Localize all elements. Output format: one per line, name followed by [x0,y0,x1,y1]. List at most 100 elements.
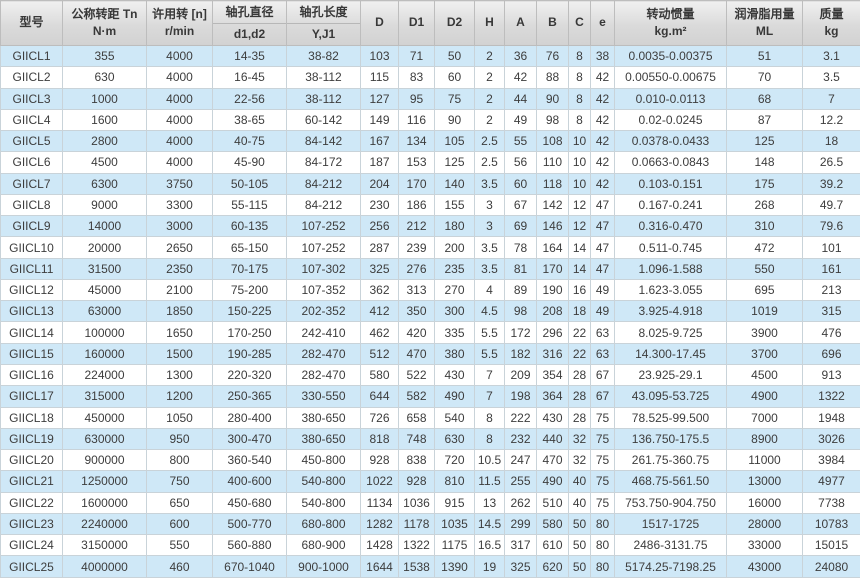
cell: 127 [361,88,399,109]
cell: 202-352 [287,301,361,322]
cell: 71 [399,46,435,67]
cell: 170-250 [213,322,287,343]
header-label: D [361,14,398,31]
cell: 0.0663-0.0843 [615,152,727,173]
cell: 3026 [803,428,860,449]
cell: 47 [591,194,615,215]
cell: 296 [537,322,569,343]
cell: 47 [591,216,615,237]
cell: 1600000 [63,492,147,513]
cell: 3.5 [803,67,860,88]
cell: 75 [591,407,615,428]
cell: 107-302 [287,258,361,279]
cell: 78.525-99.500 [615,407,727,428]
cell: 2.5 [475,131,505,152]
cell: 4000000 [63,556,147,577]
cell: 55-115 [213,194,287,215]
cell: 3700 [727,343,803,364]
cell: 818 [361,428,399,449]
cell: 140 [435,173,475,194]
cell: 1300 [147,364,213,385]
header-label: 公称转距 Tn [63,6,146,23]
header-unit: kg [803,23,860,40]
cell: 32 [569,428,591,449]
cell: 200 [435,237,475,258]
header-label: e [591,14,614,31]
cell: 31500 [63,258,147,279]
cell: 175 [727,173,803,194]
cell: 26.5 [803,152,860,173]
cell: 750 [147,471,213,492]
cell: 0.02-0.0245 [615,109,727,130]
cell: 3750 [147,173,213,194]
cell: 3984 [803,450,860,471]
cell: 4000 [147,109,213,130]
cell: 726 [361,407,399,428]
cell: 1644 [361,556,399,577]
cell: 47 [591,237,615,258]
header-label: 许用转 [n] [147,6,212,23]
cell: 3 [475,216,505,237]
cell: 0.167-0.241 [615,194,727,215]
cell: 67 [591,386,615,407]
cell: 75-200 [213,279,287,300]
cell: 180 [435,216,475,237]
cell: 1650 [147,322,213,343]
cell: 16 [569,279,591,300]
cell: 1250000 [63,471,147,492]
cell: 33000 [727,535,803,556]
cell: 239 [399,237,435,258]
cell: 380-650 [287,428,361,449]
cell: 8 [475,407,505,428]
cell: 4.5 [475,301,505,322]
cell: 68 [727,88,803,109]
cell: 75 [591,471,615,492]
cell: 540-800 [287,471,361,492]
cell: 38-65 [213,109,287,130]
cell: 100000 [63,322,147,343]
cell: 380-650 [287,407,361,428]
cell: 0.316-0.470 [615,216,727,237]
cell: 42 [591,173,615,194]
cell: 7000 [727,407,803,428]
col-header-D1: D1 [399,1,435,46]
cell: 753.750-904.750 [615,492,727,513]
col-header-B: B [537,1,569,46]
cell: 161 [803,258,860,279]
cell: 10 [569,131,591,152]
cell: 118 [537,173,569,194]
cell: 1000 [63,88,147,109]
col-header-inertia: 转动惯量 kg.m² [615,1,727,46]
cell: 0.0035-0.00375 [615,46,727,67]
cell: 900-1000 [287,556,361,577]
cell: 83 [399,67,435,88]
cell: 49 [505,109,537,130]
cell: GIICL24 [1,535,63,556]
cell: 22 [569,343,591,364]
cell: 49.7 [803,194,860,215]
cell: 60-142 [287,109,361,130]
cell: GIICL18 [1,407,63,428]
cell: 70 [727,67,803,88]
col-header-D2: D2 [435,1,475,46]
cell: 2.5 [475,152,505,173]
cell: 75 [591,450,615,471]
cell: 8 [475,428,505,449]
cell: 7 [475,364,505,385]
cell: 522 [399,364,435,385]
cell: 224000 [63,364,147,385]
cell: 125 [727,131,803,152]
cell: 696 [803,343,860,364]
cell: 89 [505,279,537,300]
cell: 913 [803,364,860,385]
cell: 19 [475,556,505,577]
cell: 213 [803,279,860,300]
cell: 42 [591,152,615,173]
cell: 800 [147,450,213,471]
cell: 928 [361,450,399,471]
cell: 582 [399,386,435,407]
cell: 1019 [727,301,803,322]
